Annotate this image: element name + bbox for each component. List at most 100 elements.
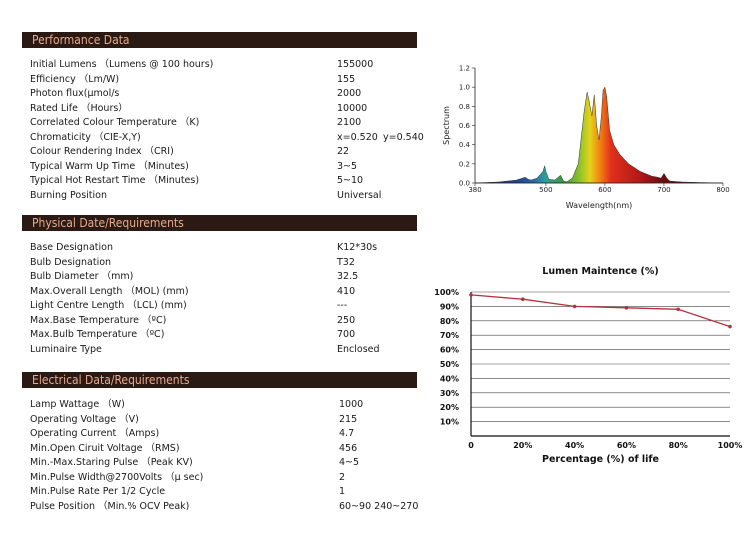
lumen-x-tick-label: 60% [617,441,636,450]
performance-row: Typical Warm Up Time （Minutes) 3~5 [30,160,430,175]
performance-row: Colour Rendering Index （CRI) 22 [30,145,430,160]
spectrum-y-tick-label: 0.4 [459,141,471,149]
spectrum-x-label: Wavelength(nm) [566,201,633,210]
lumen-maintenance-chart: Lumen Maintence (%) 100% 90% 80% 70% 60% 50% 40… [434,266,743,465]
lumen-chart-title: Lumen Maintence (%) [542,266,658,277]
electrical-row: Min.-Max.Staring Pulse （Peak KV) 4~5 [30,456,430,471]
lumen-y-tick-label: 60% [440,346,459,355]
physical-row: Bulb Designation T32 [30,256,430,271]
performance-row: Photon flux(μmol/s 2000 [30,87,430,102]
performance-row-label: Efficiency （Lm/W) [30,73,120,85]
electrical-row-value: 60~90 240~270 [339,500,419,512]
performance-row: Burning Position Universal [30,189,430,204]
electrical-row: Operating Current （Amps) 4.7 [30,427,430,442]
physical-row-value: K12*30s [337,242,378,253]
spectrum-x-tick-label: 500 [539,186,552,194]
lumen-y-tick-label: 90% [440,302,459,311]
spectrum-y-tick-label: 0.8 [459,103,470,111]
spectrum-y-tick-label: 1.2 [459,65,470,73]
performance-row-value: 2000 [337,88,362,99]
spectrum-y-tick-label: 0.0 [459,180,470,188]
physical-row-label: Bulb Diameter （mm) [30,271,134,282]
physical-row-label: Base Designation [30,242,113,253]
spectrum-y-tick-label: 0.2 [459,160,470,168]
performance-row-value: 155000 [337,59,374,70]
physical-row-label: Bulb Designation [30,256,112,268]
physical-row-value: 700 [337,329,356,340]
physical-row-label: Max.Bulb Temperature （ºC) [30,329,165,340]
performance-row-label: Initial Lumens （Lumens @ 100 hours) [30,59,214,70]
lumen-x-tick-label: 100% [718,441,743,450]
spectrum-area [474,86,724,184]
performance-data-header: Performance Data [22,32,417,48]
physical-row-value: T32 [337,256,355,268]
performance-row-value: 2100 [337,117,362,128]
physical-row-label: Max.Overall Length （MOL) (mm) [30,285,189,297]
performance-row-label: Photon flux(μmol/s [30,88,120,99]
lumen-x-label: Percentage (%) of life [542,454,659,465]
electrical-row-label: Min.Open Ciruit Voltage （RMS) [30,442,180,454]
performance-row-label: Correlated Colour Temperature （K) [30,117,200,128]
electrical-row-value: 2 [339,471,346,483]
lumen-y-tick-label: 100% [434,288,459,297]
performance-row-label: Rated Life （Hours） [30,102,128,114]
lumen-y-tick-label: 70% [440,331,459,340]
performance-row: Efficiency （Lm/W) 155 [30,73,430,88]
lumen-data-point [728,324,732,329]
spectrum-y-label: Spectrum [442,106,451,145]
performance-row-value: x=0.520 [337,131,378,143]
physical-row-value: 250 [337,314,356,326]
lumen-data-point [572,304,577,309]
lumen-y-tick-label: 30% [440,389,459,398]
lumen-x-tick-label: 80% [669,441,688,450]
physical-row-label: Luminaire Type [30,343,102,355]
electrical-row-value: 4.7 [339,428,355,439]
electrical-row: Lamp Wattage （W) 1000 [30,398,430,413]
performance-row: Correlated Colour Temperature （K) 2100 [30,116,430,131]
electrical-row-label: Operating Current （Amps) [30,428,160,439]
physical-row-value: --- [337,300,348,311]
performance-row-value: 155 [337,73,356,85]
physical-row: Max.Base Temperature （ºC) 250 [30,314,430,329]
performance-row-label: Burning Position [30,189,107,201]
performance-row: Initial Lumens （Lumens @ 100 hours) 15500… [30,58,430,73]
lumen-y-tick-label: 40% [440,374,459,383]
performance-row-value: 3~5 [337,160,358,172]
electrical-row-label: Pulse Position （Min.% OCV Peak) [30,500,190,512]
performance-row-label: Typical Hot Restart Time （Minutes) [30,175,200,186]
spectrum-x-tick-label: 800 [716,186,729,194]
spectrum-x-tick-label: 700 [657,186,670,194]
electrical-row-label: Min.Pulse Rate Per 1/2 Cycle [30,486,166,497]
physical-row-value: 32.5 [337,271,359,282]
electrical-row-label: Operating Voltage （V) [30,413,139,425]
lumen-data-point [676,307,680,312]
performance-row-label: Colour Rendering Index （CRI) [30,146,174,157]
physical-row: Bulb Diameter （mm) 32.5 [30,270,430,285]
lumen-x-tick-label: 40% [565,441,584,450]
electrical-row-value: 1 [339,486,346,497]
electrical-row-value: 1000 [339,399,364,410]
electrical-row: Operating Voltage （V) 215 [30,413,430,428]
performance-row-value: Universal [337,189,382,201]
electrical-row-value: 456 [339,442,358,454]
performance-row-label: Typical Warm Up Time （Minutes) [30,160,189,172]
physical-row-value: Enclosed [337,343,380,355]
performance-row: Rated Life （Hours） 10000 [30,102,430,117]
lumen-x-tick-label: 20% [513,441,532,450]
lumen-data-point [469,293,473,297]
performance-row-value: 10000 [337,102,368,114]
lumen-data-point [521,297,525,301]
performance-row-value-2: y=0.540 [383,131,424,143]
electrical-row-label: Min.Pulse Width@2700Volts （μ sec) [30,471,204,483]
spectrum-chart: 0.0 0.2 0.4 0.6 0.8 1.0 1.2 380 500 600 700 800 Wave… [442,65,730,211]
physical-row: Base Designation K12*30s [30,241,430,256]
lumen-series-line [470,294,731,328]
performance-row-value: 22 [337,146,350,157]
spectrum-y-tick-label: 0.6 [459,122,471,130]
performance-row: Typical Hot Restart Time （Minutes) 5~10 [30,174,430,189]
electrical-row-value: 4~5 [339,457,360,468]
physical-row-value: 410 [337,285,356,297]
physical-row-label: Max.Base Temperature （ºC) [30,314,167,326]
physical-row: Light Centre Length （LCL) (mm) --- [30,299,430,314]
physical-row-label: Light Centre Length （LCL) (mm) [30,300,187,311]
